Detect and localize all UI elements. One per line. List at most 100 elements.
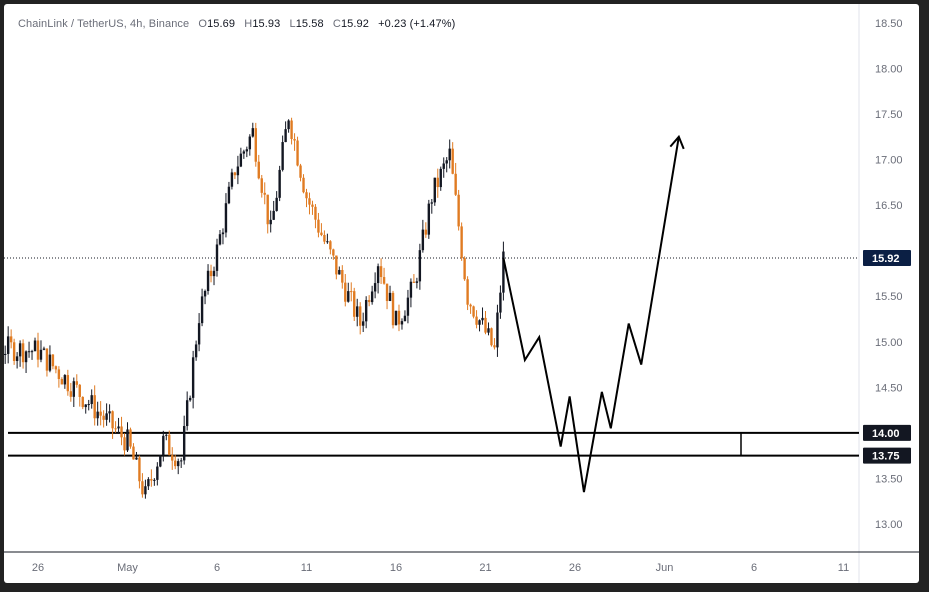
candle-body (12, 342, 16, 361)
candle-body (412, 281, 416, 283)
candle-body (177, 461, 180, 467)
candle-body (257, 161, 260, 179)
candle-body (260, 178, 263, 193)
candle-body (421, 229, 425, 251)
change-value: +0.23 (+1.47%) (378, 18, 456, 30)
y-tick-label: 17.50 (875, 109, 903, 121)
candle-body (15, 356, 19, 361)
candle-body (359, 306, 362, 326)
candle-body (409, 281, 413, 298)
candle-body (51, 354, 55, 367)
candle-body (233, 172, 237, 176)
candle-body (263, 192, 266, 195)
high-label: H (244, 18, 253, 30)
x-tick-label: 6 (214, 562, 220, 574)
y-tick-label: 13.50 (875, 473, 903, 485)
candle-body (111, 411, 114, 429)
candle-body (451, 148, 454, 174)
candle-body (317, 219, 320, 233)
level-price-tag-text: 13.75 (872, 451, 900, 463)
candle-body (296, 140, 299, 166)
candle-body (129, 429, 132, 447)
candle-body (290, 120, 293, 139)
candle-body (364, 299, 368, 322)
candle-body (338, 269, 341, 275)
candle-body (102, 415, 105, 420)
level-price-tag (863, 447, 911, 464)
candle-body (96, 411, 99, 419)
candle-body (448, 148, 451, 161)
x-tick-label: 11 (838, 562, 849, 574)
candle-body (335, 255, 338, 275)
x-tick-label: 6 (751, 562, 757, 574)
candle-body (93, 395, 96, 419)
candle-body (57, 369, 61, 380)
candle-body (33, 340, 37, 352)
candle-body (138, 457, 141, 482)
chart-panel[interactable]: 13.00 13.50 14.50 15.00 15.50 16.50 17.00 17.50… (4, 4, 919, 583)
candle-body (141, 481, 144, 495)
candle-body (305, 192, 308, 199)
candle-body (376, 266, 380, 284)
candle-body (218, 234, 222, 245)
candle-body (203, 291, 207, 297)
candle-body (484, 317, 487, 333)
candle-body (391, 292, 395, 326)
candle-body (329, 241, 332, 250)
candle-body (287, 120, 290, 130)
candle-body (4, 353, 7, 355)
candle-body (224, 203, 228, 233)
candle-body (209, 270, 213, 277)
candle-body (406, 297, 410, 316)
candle-body (108, 411, 111, 414)
candle-body (227, 186, 231, 204)
candle-body (299, 165, 302, 178)
candle-body (63, 375, 67, 385)
candle-body (347, 291, 350, 302)
candle-body (323, 234, 326, 242)
candle-body (308, 198, 311, 205)
candle-body (126, 429, 129, 451)
candle-body (490, 328, 493, 346)
candle-body (251, 128, 254, 137)
candle-body (415, 281, 419, 283)
candle-body (481, 317, 484, 321)
candle-body (311, 204, 314, 207)
price-chart[interactable]: 13.00 13.50 14.50 15.00 15.50 16.50 17.00 17.50… (4, 4, 919, 583)
candle-body (48, 354, 52, 371)
candle-body (460, 226, 463, 259)
candle-body (344, 282, 347, 302)
y-tick-label: 13.00 (875, 519, 903, 531)
candle-body (66, 375, 70, 392)
x-tick-label: 16 (390, 562, 402, 574)
y-tick-label: 17.00 (875, 155, 903, 167)
candle-body (388, 292, 392, 302)
candle-body (135, 457, 138, 460)
x-tick-label: 26 (32, 562, 44, 574)
level-price-tag (863, 424, 911, 441)
level-price-tag-text: 14.00 (872, 428, 900, 440)
candle-body (239, 153, 243, 167)
candle-body (197, 323, 201, 345)
candle-body (370, 291, 374, 303)
candle-body (230, 172, 234, 187)
open-label: O (198, 18, 208, 30)
y-tick-label: 15.00 (875, 337, 903, 349)
candle-body (373, 283, 377, 292)
candle-body (144, 486, 147, 495)
open-value: 15.69 (207, 18, 236, 30)
candle-body (400, 321, 404, 325)
candle-body (356, 306, 359, 317)
candle-body (293, 138, 296, 141)
candle-body (269, 219, 272, 225)
projection-path (502, 136, 680, 493)
candle-body (72, 381, 75, 397)
candle-body (403, 315, 407, 322)
candle-body (248, 136, 252, 150)
y-tick-label: 18.50 (875, 18, 903, 30)
candle-body (162, 435, 165, 456)
candle-body (433, 177, 436, 203)
candle-body (117, 426, 120, 429)
candle-body (150, 479, 153, 481)
candle-body (478, 320, 481, 325)
